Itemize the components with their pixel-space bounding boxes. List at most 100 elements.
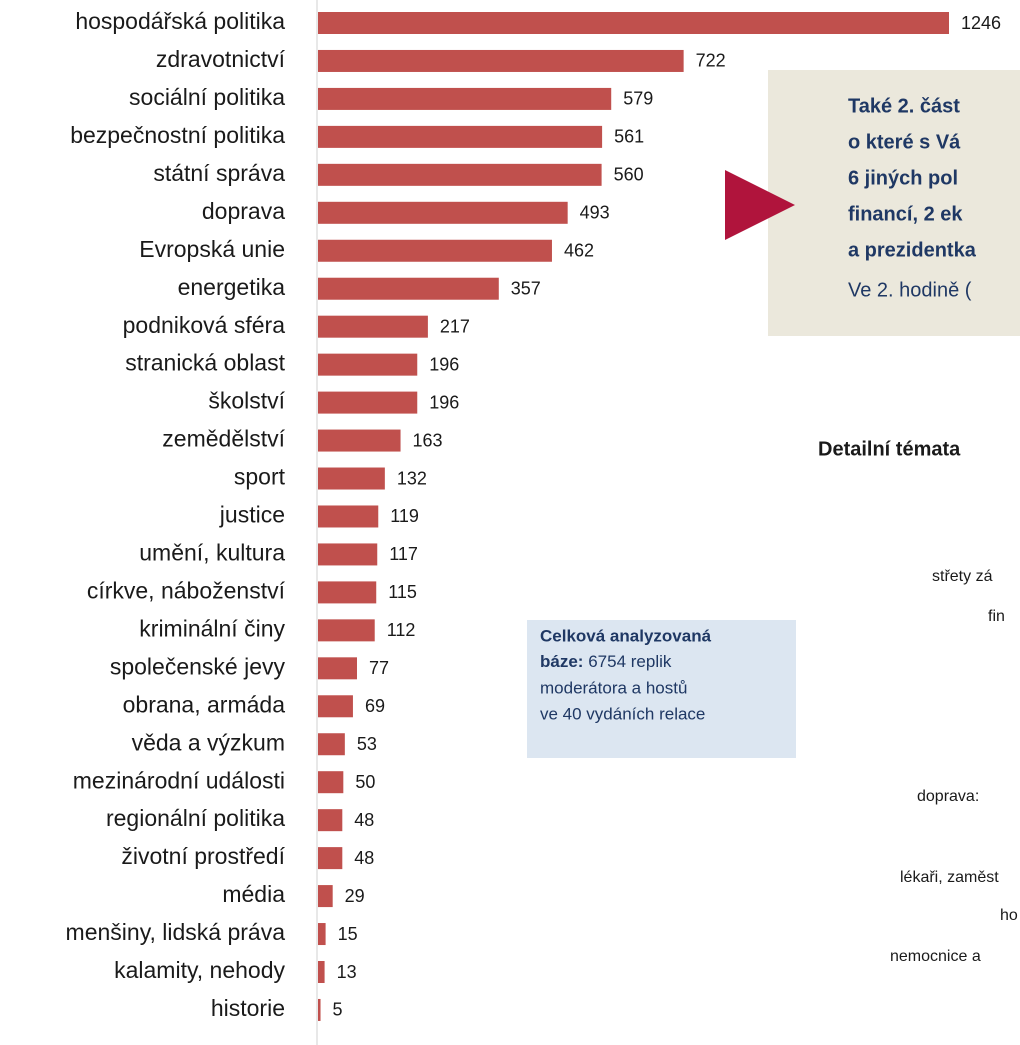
category-label: obrana, armáda: [123, 691, 286, 717]
value-label: 50: [355, 772, 375, 792]
detail-item: střety zá: [932, 568, 993, 585]
category-label: stranická oblast: [125, 350, 285, 376]
callout-line: Také 2. část: [848, 95, 960, 117]
value-label: 119: [390, 506, 419, 526]
value-label: 5: [333, 1000, 343, 1020]
value-label: 13: [337, 962, 357, 982]
bar: [318, 998, 321, 1021]
category-label: podniková sféra: [123, 312, 286, 338]
note-line: ve 40 vydáních relace: [540, 704, 705, 723]
note-line: moderátora a hostů: [540, 678, 687, 697]
value-label: 69: [365, 696, 385, 716]
category-label: sport: [234, 464, 286, 490]
bar: [318, 239, 552, 262]
value-label: 112: [387, 620, 416, 640]
value-label: 196: [429, 392, 459, 412]
value-label: 462: [564, 241, 594, 261]
value-label: 196: [429, 354, 459, 374]
bar: [318, 125, 603, 148]
bar: [318, 961, 325, 983]
bar: [318, 733, 345, 756]
category-label: menšiny, lidská práva: [66, 919, 286, 945]
detail-item: ho: [1000, 907, 1018, 924]
callout-line: financí, 2 ek: [848, 203, 963, 225]
bar: [318, 87, 612, 110]
category-label: školství: [208, 388, 285, 414]
category-label: církve, náboženství: [87, 577, 286, 603]
bar: [318, 429, 401, 452]
category-label: regionální politika: [106, 805, 285, 831]
callout-footer: Ve 2. hodině (: [848, 279, 972, 301]
value-label: 163: [413, 430, 443, 450]
category-label: mezinárodní události: [73, 767, 285, 793]
detail-item: nemocnice a: [890, 948, 981, 965]
category-label: životní prostředí: [121, 843, 285, 869]
detail-item: doprava:: [917, 788, 979, 805]
value-label: 722: [696, 51, 726, 71]
value-label: 77: [369, 658, 389, 678]
callout-arrow: [725, 170, 795, 240]
callout-line: o které s Vá: [848, 131, 961, 153]
bar: [318, 695, 353, 718]
bar: [318, 543, 378, 566]
note-box: [527, 620, 796, 758]
category-label: bezpečnostní politika: [70, 122, 285, 148]
note-line: Celková analyzovaná: [540, 626, 712, 645]
callout-line: a prezidentka: [848, 239, 977, 261]
bar: [318, 12, 949, 34]
value-label: 579: [623, 89, 653, 109]
detail-item: lékaři, zaměst: [900, 869, 999, 886]
bar: [318, 885, 333, 908]
category-label: umění, kultura: [139, 540, 285, 566]
bar: [318, 201, 568, 224]
bar: [318, 923, 326, 946]
value-label: 48: [354, 810, 374, 830]
note-line: báze: 6754 replik: [540, 652, 672, 671]
value-label: 115: [388, 582, 417, 602]
category-label: energetika: [178, 274, 286, 300]
bar: [318, 163, 602, 186]
note-bold: báze:: [540, 652, 583, 671]
category-label: kalamity, nehody: [114, 957, 285, 983]
value-label: 560: [614, 165, 644, 185]
bar: [318, 771, 344, 794]
category-label: justice: [219, 502, 285, 528]
value-label: 217: [440, 316, 470, 336]
value-label: 29: [345, 886, 365, 906]
value-label: 15: [338, 924, 358, 944]
category-label: doprava: [202, 198, 285, 224]
bar: [318, 809, 343, 832]
callout-line: 6 jiných pol: [848, 167, 958, 189]
category-label: historie: [211, 995, 285, 1021]
category-label: média: [222, 881, 285, 907]
category-label: státní správa: [153, 160, 285, 186]
bar: [318, 657, 357, 680]
note-text: 6754 replik: [588, 652, 672, 671]
category-label: věda a výzkum: [132, 729, 285, 755]
category-label: zemědělství: [162, 426, 285, 452]
value-label: 117: [389, 544, 418, 564]
bar: [318, 353, 418, 376]
callout-box: [768, 70, 1020, 336]
category-label: hospodářská politika: [75, 8, 285, 34]
value-label: 561: [614, 127, 644, 147]
value-label: 357: [511, 278, 541, 298]
bar: [318, 581, 377, 604]
detail-title: Detailní témata: [818, 438, 961, 460]
bar: [318, 847, 343, 870]
bar: [318, 315, 428, 338]
bar: [318, 505, 379, 528]
bar: [318, 619, 375, 642]
value-label: 53: [357, 734, 377, 754]
category-label: kriminální činy: [139, 615, 285, 641]
value-label: 1246: [961, 13, 1001, 33]
bar: [318, 391, 418, 414]
value-label: 493: [580, 203, 610, 223]
bar: [318, 467, 385, 490]
detail-item: fin: [988, 608, 1005, 625]
bar: [318, 49, 684, 72]
category-label: společenské jevy: [110, 653, 286, 679]
category-label: sociální politika: [129, 84, 285, 110]
